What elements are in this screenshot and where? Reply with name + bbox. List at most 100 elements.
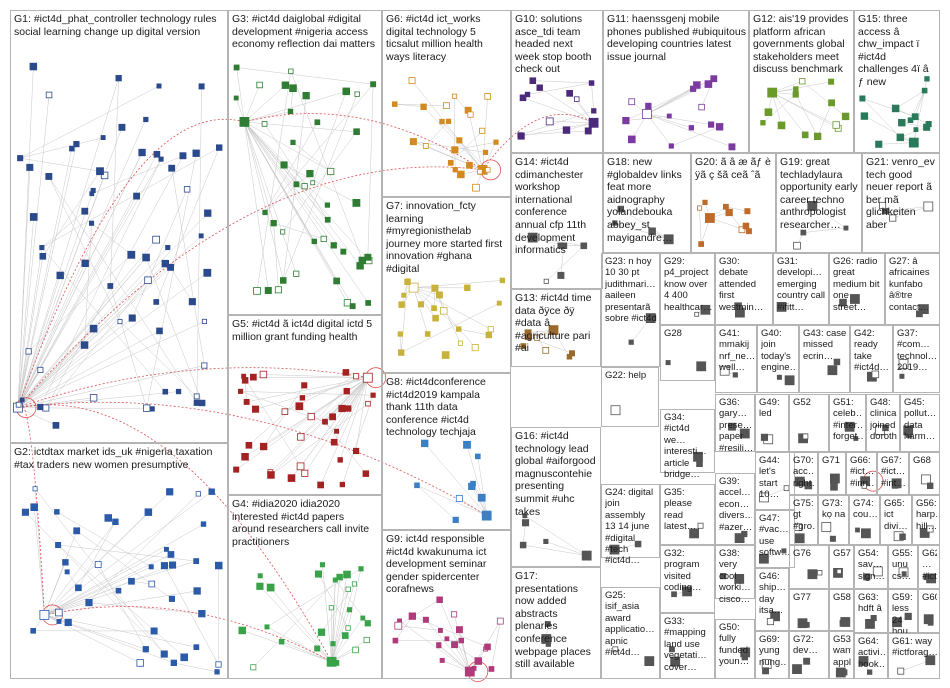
group-box-g57[interactable]: G57 — [829, 545, 854, 589]
network-node[interactable] — [127, 250, 136, 259]
network-node[interactable] — [414, 482, 420, 489]
group-box-g53[interactable]: G53: want appl… — [829, 631, 854, 679]
group-box-g38[interactable]: G38: very cool worki… cisco… — [715, 545, 755, 605]
network-node[interactable] — [612, 646, 619, 653]
group-box-g1[interactable]: G1: #ict4d_phat_controller technology ru… — [10, 10, 228, 443]
network-node[interactable] — [94, 561, 102, 568]
network-node[interactable] — [463, 440, 471, 449]
network-node[interactable] — [464, 666, 475, 677]
network-node[interactable] — [865, 619, 875, 629]
network-node[interactable] — [319, 562, 325, 568]
network-node[interactable] — [715, 123, 724, 131]
group-box-g49[interactable]: G49: led — [755, 394, 789, 452]
network-node[interactable] — [398, 301, 405, 308]
group-box-g71[interactable]: G71 — [818, 452, 846, 495]
network-node[interactable] — [458, 637, 464, 644]
group-box-g65[interactable]: G65: ict divi… — [880, 495, 912, 545]
network-node[interactable] — [295, 402, 304, 411]
network-node[interactable] — [142, 253, 150, 262]
network-node[interactable] — [85, 599, 93, 607]
network-node[interactable] — [239, 117, 250, 127]
network-node[interactable] — [744, 208, 751, 215]
network-node[interactable] — [352, 198, 361, 207]
network-node[interactable] — [804, 622, 810, 628]
network-node[interactable] — [115, 587, 122, 594]
network-node[interactable] — [882, 424, 889, 432]
network-node[interactable] — [346, 607, 353, 613]
network-node[interactable] — [911, 113, 919, 121]
network-node[interactable] — [431, 305, 437, 312]
network-node[interactable] — [424, 331, 431, 337]
network-node[interactable] — [100, 135, 106, 140]
network-node[interactable] — [264, 624, 270, 630]
network-node[interactable] — [792, 91, 799, 98]
group-box-g50[interactable]: G50: fully funded youn… — [715, 619, 755, 679]
network-node[interactable] — [889, 214, 897, 222]
network-node[interactable] — [237, 388, 244, 394]
network-node[interactable] — [299, 395, 306, 401]
network-node[interactable] — [45, 91, 53, 99]
network-node[interactable] — [162, 388, 169, 395]
network-node[interactable] — [310, 180, 316, 186]
network-node[interactable] — [925, 655, 936, 666]
network-node[interactable] — [906, 431, 912, 438]
network-node[interactable] — [193, 587, 201, 595]
network-node[interactable] — [334, 428, 339, 434]
network-node[interactable] — [802, 433, 809, 440]
network-node[interactable] — [457, 340, 463, 346]
network-node[interactable] — [317, 481, 325, 489]
network-node[interactable] — [345, 625, 351, 631]
network-node[interactable] — [439, 307, 448, 315]
network-node[interactable] — [153, 150, 161, 158]
network-node[interactable] — [150, 627, 158, 635]
network-node[interactable] — [534, 334, 541, 341]
group-box-g25[interactable]: G25: isif_asia award applicatio… apnic #… — [601, 587, 660, 679]
network-node[interactable] — [762, 667, 769, 675]
network-node[interactable] — [591, 108, 597, 114]
network-node[interactable] — [241, 377, 249, 384]
network-node[interactable] — [783, 485, 790, 492]
network-node[interactable] — [17, 155, 24, 162]
network-node[interactable] — [152, 235, 160, 244]
network-node[interactable] — [439, 118, 445, 125]
group-box-g69[interactable]: G69: yung nung… — [755, 631, 789, 679]
network-node[interactable] — [897, 667, 905, 675]
network-node[interactable] — [364, 620, 371, 627]
network-node[interactable] — [612, 220, 618, 226]
network-node[interactable] — [493, 139, 499, 145]
group-box-g42[interactable]: G42: ready take #ict4d… — [850, 325, 893, 393]
group-box-g34[interactable]: G34: #ict4d we… interesti… article bridg… — [660, 409, 715, 480]
group-box-g20[interactable]: G20: ã â æ ãƒ è ÿã ç šã ceã ˆã — [691, 153, 776, 253]
group-box-g15[interactable]: G15: three access â chw_impact ï #ict4d … — [854, 10, 940, 153]
network-node[interactable] — [343, 387, 350, 395]
network-node[interactable] — [522, 513, 528, 519]
network-node[interactable] — [901, 571, 907, 577]
network-node[interactable] — [926, 525, 934, 533]
group-box-g30[interactable]: G30: debate attended first westmin… — [715, 253, 773, 325]
network-node[interactable] — [457, 170, 465, 179]
group-box-g12[interactable]: G12: ais'19 provides platform african go… — [749, 10, 854, 153]
network-node[interactable] — [760, 433, 768, 441]
network-node[interactable] — [80, 341, 89, 349]
network-node[interactable] — [566, 90, 574, 97]
network-node[interactable] — [781, 548, 787, 554]
group-box-g36[interactable]: G36: gary… prese… paper #resili… — [715, 394, 755, 454]
network-node[interactable] — [777, 302, 785, 310]
network-node[interactable] — [204, 209, 212, 217]
network-node[interactable] — [37, 366, 44, 373]
group-box-g31[interactable]: G31: developi… emerging country call #if… — [773, 253, 829, 325]
network-node[interactable] — [892, 617, 902, 628]
network-node[interactable] — [698, 241, 705, 247]
network-node[interactable] — [734, 302, 742, 310]
network-node[interactable] — [288, 68, 294, 74]
network-node[interactable] — [89, 324, 98, 333]
network-node[interactable] — [821, 522, 832, 532]
network-node[interactable] — [188, 298, 196, 306]
group-box-g72[interactable]: G72: dev… — [789, 631, 829, 679]
network-node[interactable] — [804, 481, 813, 490]
network-node[interactable] — [485, 167, 491, 173]
network-node[interactable] — [56, 619, 62, 624]
network-node[interactable] — [201, 362, 208, 369]
network-node[interactable] — [519, 541, 527, 549]
network-node[interactable] — [201, 318, 208, 324]
